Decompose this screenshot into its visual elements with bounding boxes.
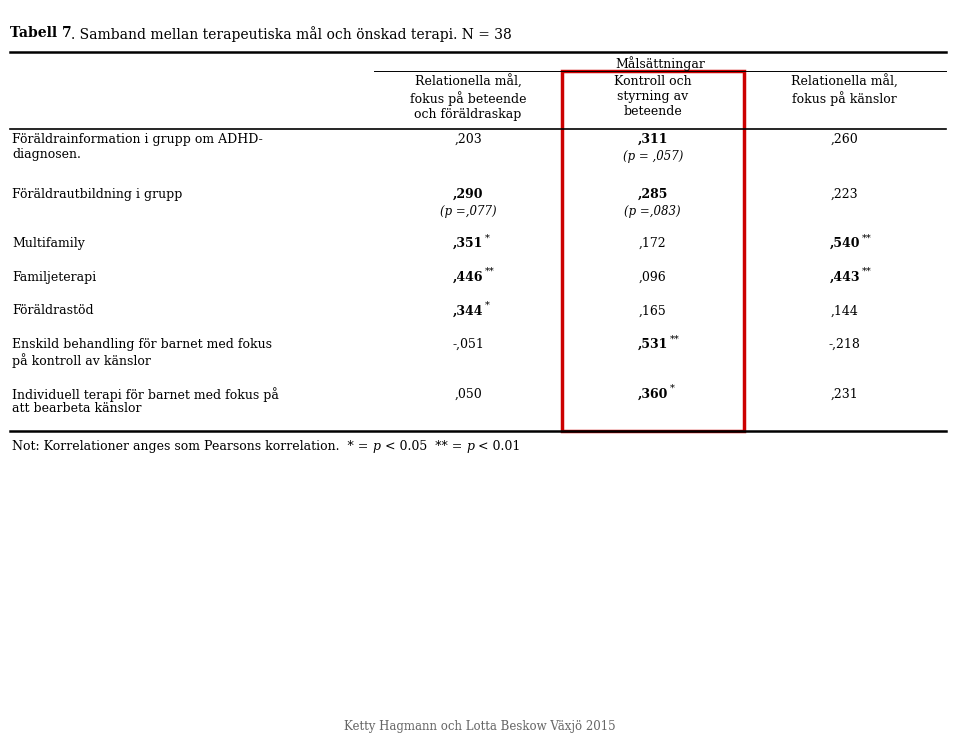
- Text: (p =,083): (p =,083): [625, 205, 681, 218]
- Text: p: p: [372, 440, 381, 453]
- Text: **: **: [862, 233, 872, 242]
- Text: ,290: ,290: [453, 188, 483, 200]
- Text: ,223: ,223: [831, 188, 858, 200]
- Text: < 0.05  ** =: < 0.05 ** =: [381, 440, 467, 453]
- Text: ,531: ,531: [637, 338, 668, 351]
- Text: ,540: ,540: [829, 237, 860, 250]
- Text: diagnosen.: diagnosen.: [12, 148, 82, 161]
- Text: Enskild behandling för barnet med fokus: Enskild behandling för barnet med fokus: [12, 338, 273, 351]
- Text: Föräldrautbildning i grupp: Föräldrautbildning i grupp: [12, 188, 182, 200]
- Text: Relationella mål,
fokus på beteende
och föräldraskap: Relationella mål, fokus på beteende och …: [410, 75, 526, 121]
- Text: **: **: [862, 267, 872, 276]
- Text: ,144: ,144: [830, 304, 859, 317]
- Text: Not: Korrelationer anges som Pearsons korrelation.  * =: Not: Korrelationer anges som Pearsons ko…: [12, 440, 372, 453]
- Text: -,051: -,051: [452, 338, 484, 351]
- Text: ,165: ,165: [639, 304, 666, 317]
- Text: (p =,077): (p =,077): [440, 205, 496, 218]
- Text: *: *: [485, 301, 490, 310]
- Text: *: *: [485, 233, 490, 242]
- Text: Individuell terapi för barnet med fokus på: Individuell terapi för barnet med fokus …: [12, 387, 279, 402]
- Text: ,231: ,231: [831, 387, 858, 400]
- Text: < 0.01: < 0.01: [474, 440, 520, 453]
- Text: Föräldrainformation i grupp om ADHD-: Föräldrainformation i grupp om ADHD-: [12, 133, 263, 146]
- Text: (p = ,057): (p = ,057): [623, 150, 683, 163]
- Text: ,096: ,096: [639, 271, 666, 283]
- Text: Ketty Hagmann och Lotta Beskow Växjö 2015: Ketty Hagmann och Lotta Beskow Växjö 201…: [345, 720, 615, 732]
- Text: ,311: ,311: [637, 133, 668, 146]
- Text: att bearbeta känslor: att bearbeta känslor: [12, 402, 142, 415]
- Text: **: **: [670, 334, 680, 343]
- Text: p: p: [467, 440, 474, 453]
- Text: ,446: ,446: [453, 271, 483, 283]
- Text: Tabell 7: Tabell 7: [10, 26, 71, 40]
- Text: ,203: ,203: [454, 133, 482, 146]
- Text: ,260: ,260: [831, 133, 858, 146]
- Text: **: **: [485, 267, 495, 276]
- Text: ,360: ,360: [637, 387, 668, 400]
- Text: -,218: -,218: [828, 338, 861, 351]
- Text: Familjeterapi: Familjeterapi: [12, 271, 97, 283]
- Text: på kontroll av känslor: på kontroll av känslor: [12, 353, 152, 368]
- Text: Kontroll och
styrning av
beteende: Kontroll och styrning av beteende: [614, 75, 691, 117]
- Text: Relationella mål,
fokus på känslor: Relationella mål, fokus på känslor: [791, 75, 899, 106]
- Text: *: *: [670, 384, 675, 393]
- Text: ,351: ,351: [453, 237, 483, 250]
- Text: ,443: ,443: [829, 271, 860, 283]
- Text: . Samband mellan terapeutiska mål och önskad terapi. N = 38: . Samband mellan terapeutiska mål och ön…: [71, 26, 512, 42]
- Text: ,172: ,172: [639, 237, 666, 250]
- Text: Målsättningar: Målsättningar: [615, 56, 705, 71]
- Text: Föräldrastöd: Föräldrastöd: [12, 304, 94, 317]
- Text: ,050: ,050: [454, 387, 482, 400]
- Text: ,285: ,285: [637, 188, 668, 200]
- Text: Multifamily: Multifamily: [12, 237, 85, 250]
- Text: ,344: ,344: [453, 304, 483, 317]
